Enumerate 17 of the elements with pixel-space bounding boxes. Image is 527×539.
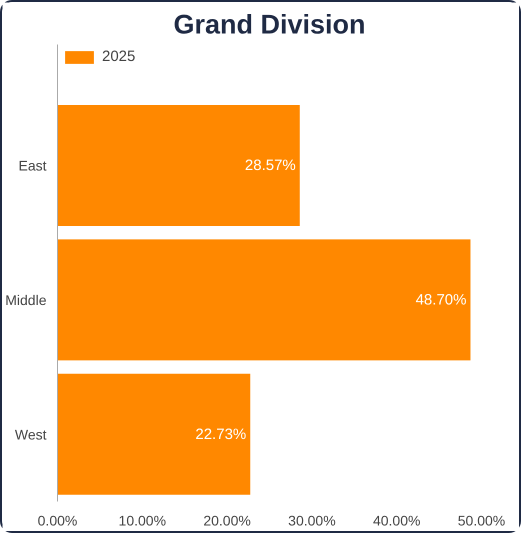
y-tick-label: Middle [5,292,47,308]
bar [58,104,300,226]
y-tick-label: West [14,426,47,442]
y-tick-label: East [18,157,47,174]
x-tick-label: 0.00% [38,512,78,528]
x-tick-label: 20.00% [203,512,251,528]
x-tick-label: 50.00% [458,512,506,528]
text: 22.73% [195,426,246,443]
chart-title: Grand Division [173,10,366,40]
text: 48.70% [416,291,466,308]
bar [58,374,250,495]
legend-label: 2025 [102,48,136,65]
x-tick-label: 30.00% [288,512,336,528]
bar [58,239,470,360]
x-tick-label: 40.00% [372,512,420,528]
text: 28.57% [244,156,296,174]
x-tick-label: 10.00% [118,512,166,528]
